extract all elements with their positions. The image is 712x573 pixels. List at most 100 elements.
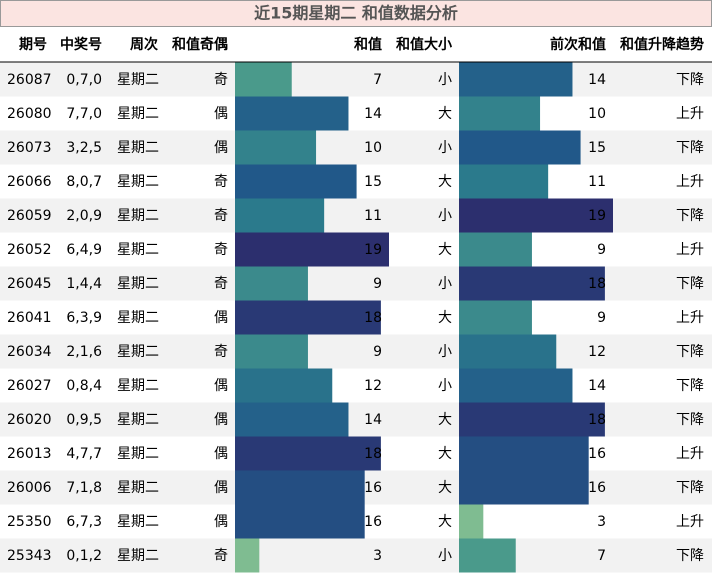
cell: 大	[438, 514, 452, 530]
cell: 小	[438, 378, 452, 394]
cell: 奇	[214, 71, 228, 88]
data-bar	[235, 436, 381, 471]
cell: 大	[438, 310, 452, 326]
row-background	[0, 62, 712, 97]
cell: 7	[597, 548, 606, 564]
cell: 大	[438, 446, 452, 462]
cell: 6,4,9	[66, 242, 102, 258]
cell: 小	[438, 140, 452, 156]
cell: 26052	[7, 242, 52, 258]
cell: 11	[588, 174, 606, 190]
cell: 大	[438, 412, 452, 428]
cell: 26045	[7, 276, 52, 292]
cell: 12	[364, 378, 382, 394]
cell: 8,0,7	[66, 174, 102, 190]
cell: 0,9,5	[66, 412, 102, 428]
cell: 26059	[7, 208, 52, 224]
cell: 0,8,4	[66, 378, 102, 394]
cell: 上升	[676, 106, 704, 122]
row-background	[0, 334, 712, 369]
data-bar	[235, 164, 357, 199]
cell: 大	[438, 106, 452, 122]
cell: 上升	[676, 514, 704, 530]
cell: 下降	[676, 140, 704, 156]
cell: 9	[373, 276, 382, 292]
cell: 19	[588, 208, 606, 224]
cell: 下降	[676, 72, 704, 88]
data-bar	[235, 470, 365, 505]
cell: 9	[597, 310, 606, 326]
cell: 4,7,7	[66, 446, 102, 462]
data-bar	[235, 334, 308, 369]
cell: 奇	[214, 241, 228, 258]
cell: 2,0,9	[66, 208, 102, 224]
cell: 星期二	[117, 514, 159, 530]
cell: 下降	[676, 344, 704, 360]
cell: 大	[438, 480, 452, 496]
cell: 11	[364, 208, 382, 224]
data-bar	[235, 368, 333, 403]
cell: 10	[364, 140, 382, 156]
cell: 星期二	[117, 548, 159, 564]
cell: 14	[364, 106, 382, 122]
cell: 9	[597, 242, 606, 258]
cell: 小	[438, 548, 452, 564]
cell: 9	[373, 344, 382, 360]
data-bar	[235, 266, 308, 301]
cell: 15	[588, 140, 606, 156]
data-bar	[235, 130, 317, 165]
cell: 25350	[7, 514, 52, 530]
cell: 26080	[7, 106, 52, 122]
column-header: 前次和值	[550, 36, 606, 53]
cell: 18	[364, 310, 382, 326]
cell: 18	[588, 412, 606, 428]
data-bar	[459, 504, 484, 539]
cell: 7,1,8	[66, 480, 102, 496]
data-bar	[459, 470, 589, 505]
cell: 14	[364, 412, 382, 428]
cell: 大	[438, 242, 452, 258]
cell: 18	[588, 276, 606, 292]
data-bar	[459, 402, 605, 437]
cell: 上升	[676, 242, 704, 258]
data-bar	[459, 266, 605, 301]
data-bar	[459, 198, 613, 233]
cell: 大	[438, 174, 452, 190]
cell: 星期二	[117, 412, 159, 428]
cell: 25343	[7, 548, 52, 564]
cell: 星期二	[117, 446, 159, 462]
data-bar	[235, 300, 381, 335]
data-bar	[235, 538, 260, 573]
cell: 星期二	[117, 106, 159, 122]
data-bar	[235, 504, 365, 539]
cell: 偶	[214, 412, 228, 428]
cell: 下降	[676, 276, 704, 292]
cell: 星期二	[117, 378, 159, 394]
cell: 26020	[7, 412, 52, 428]
cell: 小	[438, 344, 452, 360]
data-bar	[459, 130, 581, 165]
column-header: 和值奇偶	[172, 36, 228, 53]
cell: 下降	[676, 378, 704, 394]
cell: 10	[588, 106, 606, 122]
cell: 偶	[214, 480, 228, 496]
cell: 奇	[214, 275, 228, 292]
cell: 26087	[7, 72, 52, 88]
cell: 19	[364, 242, 382, 258]
data-bar	[235, 232, 389, 267]
cell: 下降	[676, 412, 704, 428]
data-bar	[459, 96, 541, 131]
cell: 奇	[214, 343, 228, 360]
cell: 26073	[7, 140, 52, 156]
cell: 上升	[676, 310, 704, 326]
data-bar	[235, 198, 325, 233]
cell: 偶	[214, 310, 228, 326]
cell: 星期二	[117, 140, 159, 156]
cell: 小	[438, 208, 452, 224]
column-header: 和值大小	[396, 36, 452, 53]
cell: 下降	[676, 480, 704, 496]
cell: 奇	[214, 547, 228, 564]
cell: 下降	[676, 208, 704, 224]
data-bar	[459, 62, 573, 97]
cell: 12	[588, 344, 606, 360]
